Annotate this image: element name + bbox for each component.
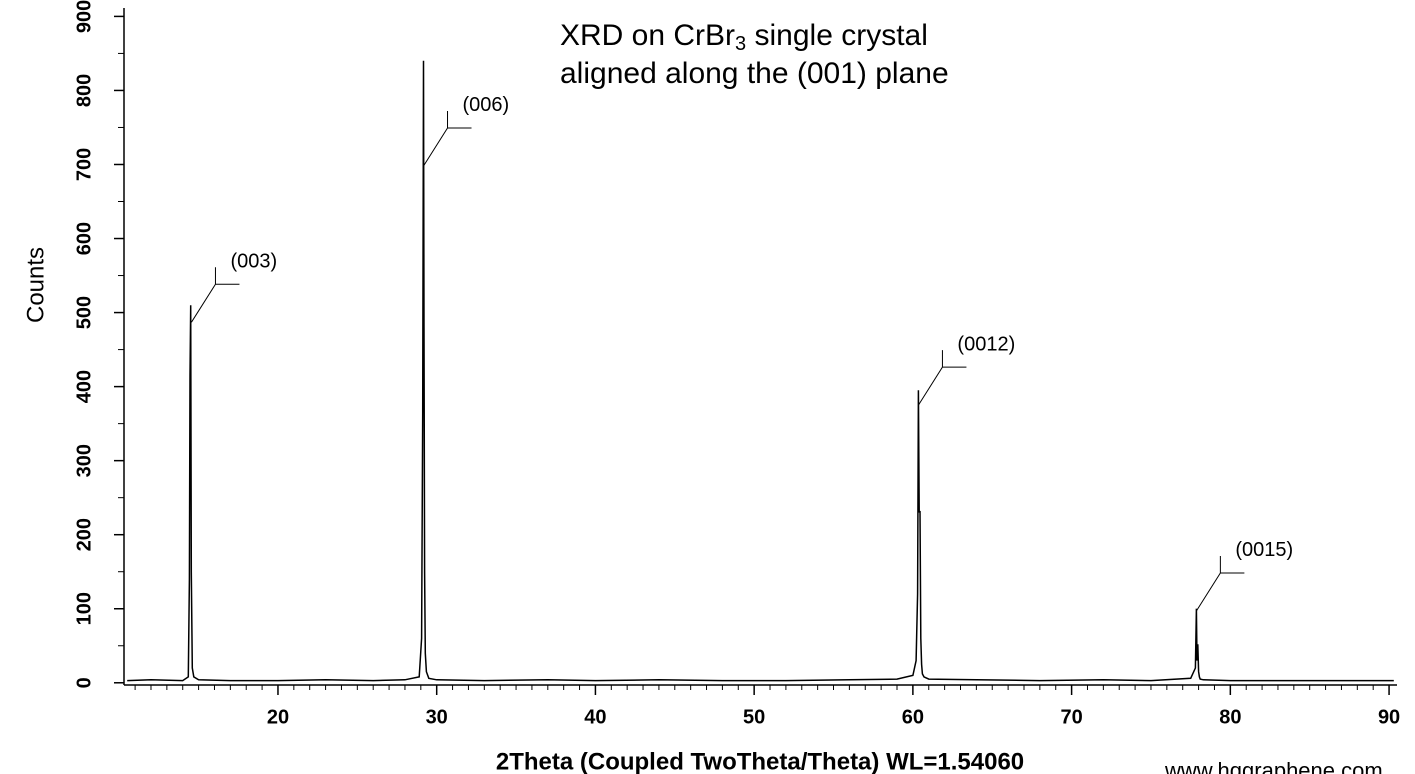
annotation-label: (003) [230, 250, 277, 272]
y-axis-label: Counts [22, 247, 49, 323]
annotation-leader [1195, 555, 1245, 612]
x-tick-label: 60 [902, 706, 924, 728]
y-tick-label: 700 [73, 148, 95, 181]
annotation-leader [423, 110, 472, 167]
x-tick-label: 80 [1219, 706, 1241, 728]
y-tick-label: 800 [73, 74, 95, 107]
annotation-label: (0015) [1235, 539, 1293, 561]
annotation-label: (0012) [957, 333, 1015, 355]
title-text: XRD on CrBr [560, 19, 735, 52]
annotation-label: (006) [463, 94, 510, 116]
annotation-leader [191, 267, 240, 323]
x-tick-label: 90 [1378, 706, 1400, 728]
chart-title: XRD on CrBr3 single crystal [560, 19, 928, 55]
y-tick-label: 900 [73, 0, 95, 33]
data-line [127, 60, 1394, 682]
y-tick-label: 100 [73, 592, 95, 625]
y-tick-label: 400 [73, 370, 95, 403]
y-tick-label: 600 [73, 222, 95, 255]
x-tick-label: 30 [426, 706, 448, 728]
title-subscript: 3 [735, 33, 746, 55]
y-tick-label: 500 [73, 296, 95, 329]
chart-subtitle: aligned along the (001) plane [560, 57, 949, 90]
x-tick-label: 50 [743, 706, 765, 728]
y-tick-label: 0 [73, 677, 95, 688]
x-axis-label: 2Theta (Coupled TwoTheta/Theta) WL=1.540… [496, 748, 1024, 774]
y-tick-label: 200 [73, 518, 95, 551]
annotation-leader [918, 350, 967, 406]
y-tick-label: 300 [73, 444, 95, 477]
x-tick-label: 70 [1060, 706, 1082, 728]
x-tick-label: 20 [267, 706, 289, 728]
title-text: single crystal [746, 19, 928, 52]
watermark: www.hqgraphene.com [1164, 758, 1383, 774]
x-tick-label: 40 [584, 706, 606, 728]
